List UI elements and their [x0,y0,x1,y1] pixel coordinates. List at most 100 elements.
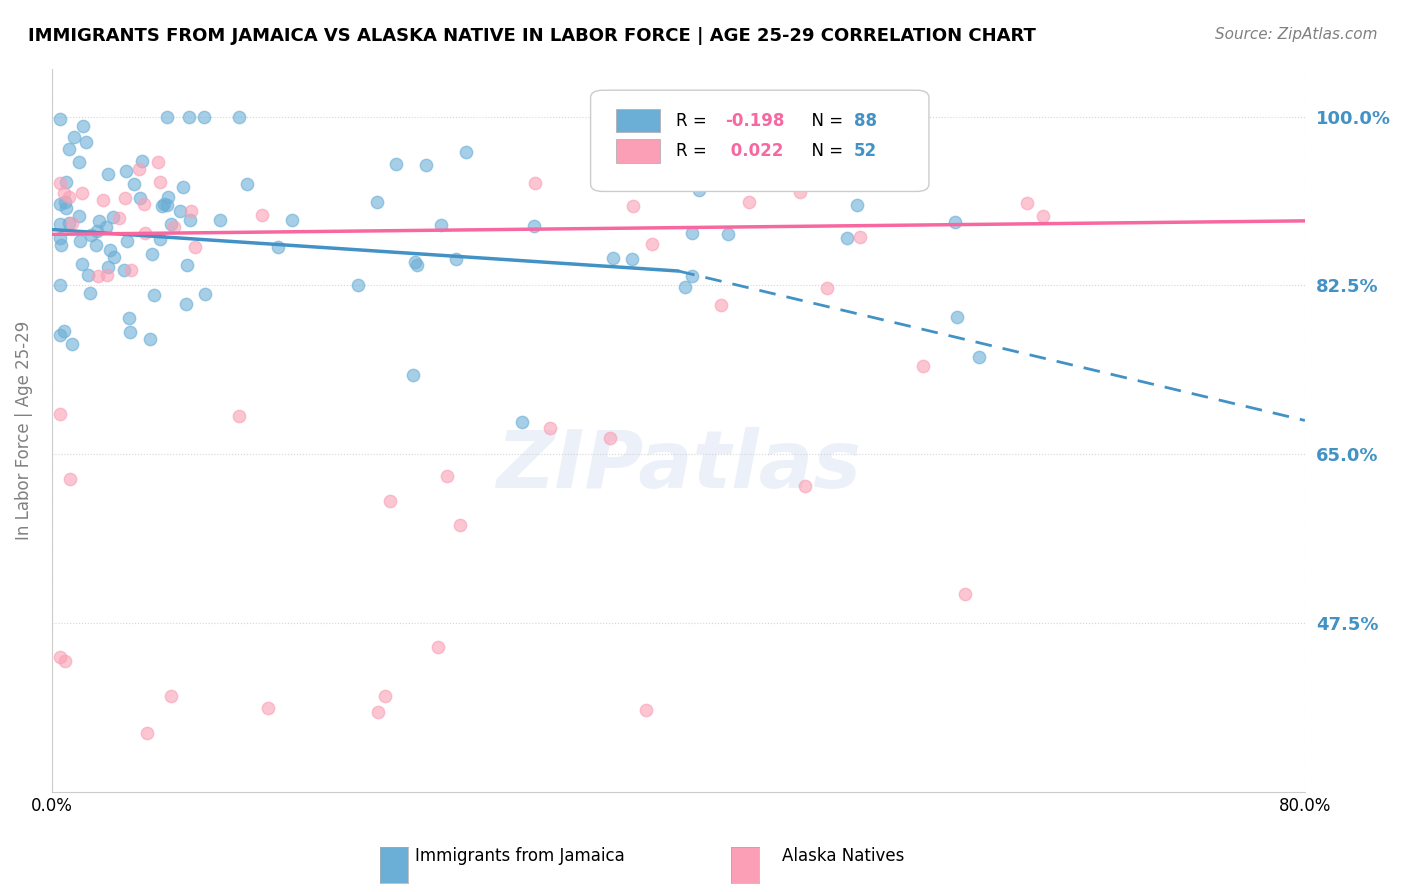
Text: Alaska Natives: Alaska Natives [782,847,905,865]
Point [156,190,179,204]
Point [183,240,205,254]
Point [641,237,664,252]
Point [103,250,125,264]
Point [60,337,83,351]
Point [58,190,80,204]
Point [48,328,70,343]
Point [67,155,90,169]
Point [86,224,108,238]
Point [688,183,710,197]
Text: ZIPatlas: ZIPatlas [496,427,860,505]
Point [72,119,94,133]
Point [48,217,70,231]
Y-axis label: In Labor Force | Age 25-29: In Labor Force | Age 25-29 [15,320,32,540]
Point [250,208,273,222]
Point [97,260,120,274]
Point [228,409,250,424]
FancyBboxPatch shape [591,90,929,192]
Point [911,359,934,373]
Point [846,197,869,211]
Point [156,110,179,124]
Point [404,254,426,268]
Point [367,706,389,720]
Point [193,110,215,124]
Point [738,194,761,209]
Point [849,230,872,244]
Point [346,277,368,292]
Point [48,231,70,245]
Point [70,257,93,271]
Point [77,268,100,282]
Text: -0.198: -0.198 [724,112,785,129]
Point [415,158,437,172]
Point [815,281,838,295]
Point [967,350,990,364]
Point [48,649,70,664]
Point [449,517,471,532]
FancyBboxPatch shape [616,109,659,132]
Point [177,110,200,124]
Point [48,112,70,126]
Point [159,689,181,703]
Point [599,431,621,445]
Point [59,472,82,486]
Point [681,269,703,284]
Point [402,368,425,382]
Point [48,278,70,293]
Text: 0.022: 0.022 [724,142,783,160]
Point [108,211,131,225]
Point [94,219,117,234]
Point [159,217,181,231]
Point [128,191,150,205]
Point [384,156,406,170]
Point [149,232,172,246]
Point [142,288,165,302]
Point [131,154,153,169]
Point [523,219,546,233]
Point [97,167,120,181]
Point [115,164,138,178]
Point [69,235,91,249]
Text: N =: N = [801,112,848,129]
Point [70,186,93,201]
Point [180,203,202,218]
Point [86,268,108,283]
Point [943,215,966,229]
Point [53,195,76,210]
Point [58,216,80,230]
Point [953,587,976,601]
Point [120,325,142,339]
Point [134,226,156,240]
Point [406,258,429,272]
Point [67,209,90,223]
Point [89,213,111,227]
Point [141,246,163,260]
Point [373,689,395,703]
Point [281,213,304,227]
Text: 52: 52 [853,142,877,160]
Point [60,216,83,230]
Point [228,110,250,124]
Point [53,186,76,200]
Point [63,130,86,145]
Point [444,252,467,266]
Point [602,251,624,265]
Point [152,196,174,211]
Text: Source: ZipAtlas.com: Source: ZipAtlas.com [1215,27,1378,42]
Point [430,218,453,232]
Point [48,176,70,190]
Text: Immigrants from Jamaica: Immigrants from Jamaica [415,847,626,865]
FancyBboxPatch shape [616,139,659,162]
Point [150,199,173,213]
Point [655,163,678,178]
Point [946,310,969,325]
Point [172,179,194,194]
Point [209,213,232,227]
Point [132,197,155,211]
Point [139,332,162,346]
Text: R =: R = [676,142,711,160]
Point [115,235,138,249]
Point [79,285,101,300]
Point [174,297,197,311]
Point [1032,209,1054,223]
